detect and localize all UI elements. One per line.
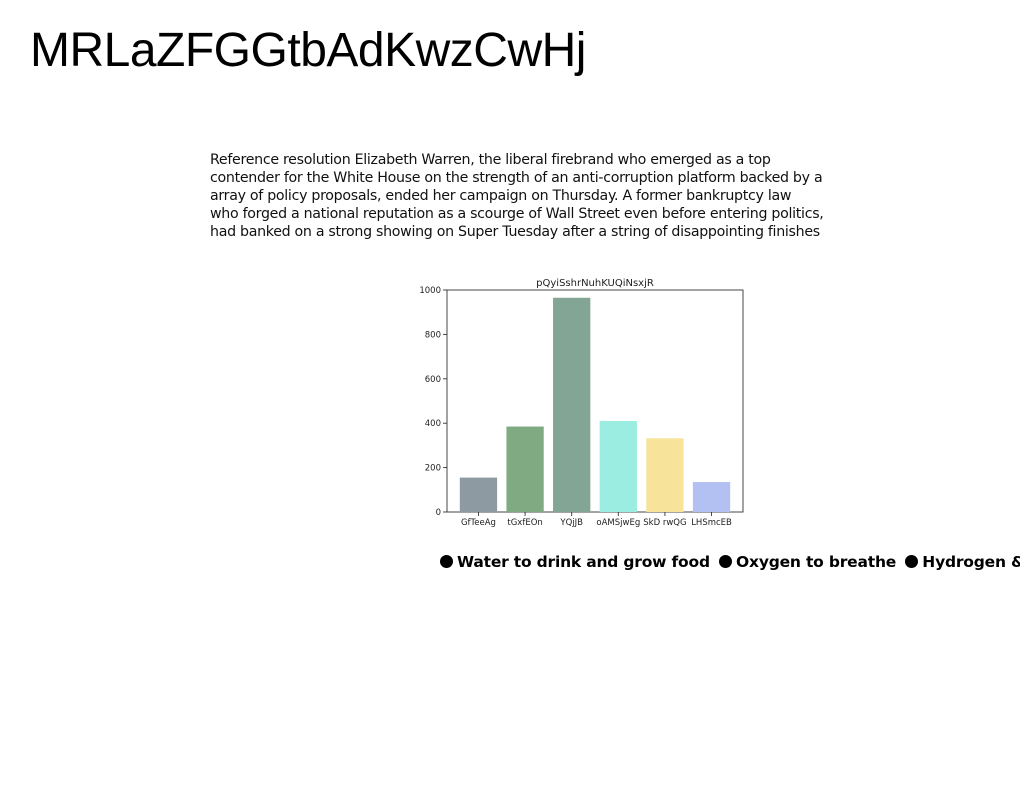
y-tick-label: 400 <box>425 419 441 429</box>
bullet-dot-icon <box>440 555 453 568</box>
body-paragraph: Reference resolution Elizabeth Warren, t… <box>210 151 860 241</box>
bar-tgxfeon <box>506 426 544 512</box>
x-tick-label: tGxfEOn <box>507 518 542 528</box>
x-tick-label: YQjJB <box>559 518 583 528</box>
bar-oamsjweg <box>599 420 637 512</box>
chart-x-ticks: GfTeeAg tGxfEOn YQjJB oAMSjwEg SkD rwQG LHSmc… <box>461 512 732 528</box>
chart-bars <box>459 297 731 512</box>
chart-axes <box>446 289 744 513</box>
legend-item-label: Hydrogen & <box>922 553 1020 571</box>
bar-gfteeag <box>459 477 498 512</box>
legend-item-label: Water to drink and grow food <box>457 553 710 571</box>
legend-item: Water to drink and grow food <box>440 553 715 571</box>
bar-chart: pQyiSshrNuhKUQiNsxjR 0 200 400 600 800 1000 G… <box>405 270 755 535</box>
bar-yqjjb <box>553 297 591 512</box>
paragraph-line: had banked on a strong showing on Super … <box>210 224 820 240</box>
x-tick-label: oAMSjwEg <box>596 518 640 528</box>
legend-item: Oxygen to breathe <box>719 553 901 571</box>
bullet-dot-icon <box>905 555 919 568</box>
y-tick-label: 800 <box>425 330 441 340</box>
chart-y-ticks: 0 200 400 600 800 1000 <box>419 286 447 518</box>
bar-lhsmceb <box>692 482 731 512</box>
y-tick-label: 200 <box>425 464 441 474</box>
legend-item: Hydrogen & <box>905 553 1020 571</box>
bullet-dot-icon <box>719 555 733 568</box>
plot-frame <box>446 289 744 513</box>
legend-item-label: Oxygen to breathe <box>736 553 897 571</box>
paragraph-line: who forged a national reputation as a sc… <box>210 206 824 222</box>
y-tick-label: 0 <box>436 508 441 518</box>
chart-title: pQyiSshrNuhKUQiNsxjR <box>536 278 654 289</box>
x-tick-label: GfTeeAg <box>461 518 496 528</box>
paragraph-line: Reference resolution Elizabeth Warren, t… <box>210 152 771 168</box>
y-tick-label: 1000 <box>419 286 441 296</box>
legend: Water to drink and grow food Oxygen to b… <box>440 552 1020 572</box>
bar-chart-svg: pQyiSshrNuhKUQiNsxjR 0 200 400 600 800 1000 G… <box>419 278 744 528</box>
page-title: MRLaZFGGtbAdKwzCwHj <box>30 24 586 77</box>
x-tick-label: LHSmcEB <box>691 518 732 528</box>
y-tick-label: 600 <box>425 375 441 385</box>
bar-skd-rwqg <box>646 438 684 512</box>
paragraph-line: contender for the White House on the str… <box>210 170 823 186</box>
x-tick-label: SkD rwQG <box>643 518 686 528</box>
paragraph-line: array of policy proposals, ended her cam… <box>210 188 792 204</box>
